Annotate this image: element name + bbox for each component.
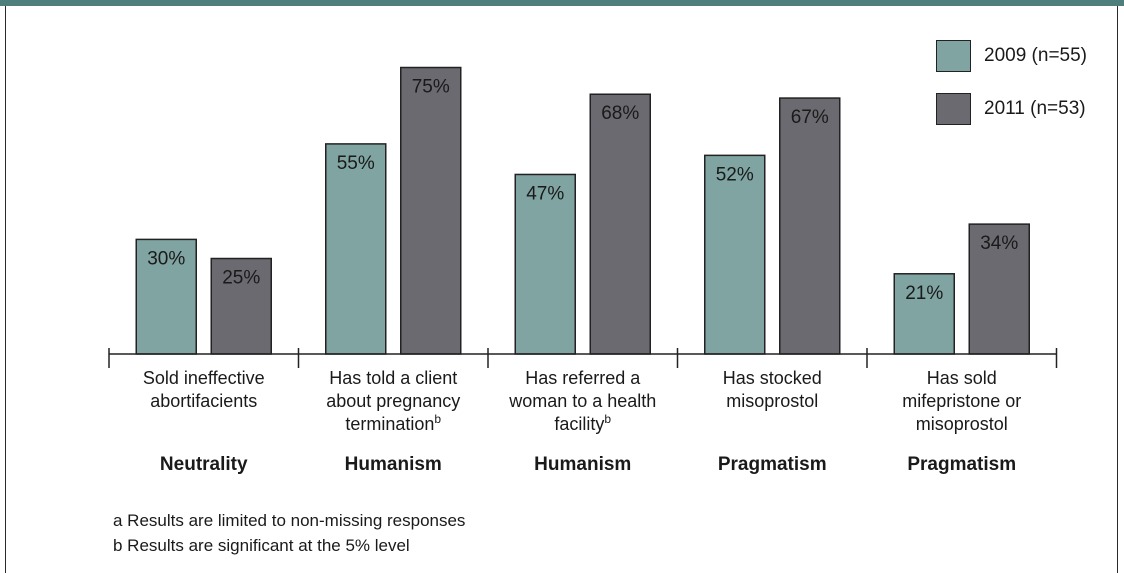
category-label-1-line-1: Sold ineffective [143,368,265,388]
bar-2011-cat-1 [210,257,272,355]
data-label-2009-cat-1: 30% [147,248,185,269]
bar-2009-cat-5 [893,273,955,355]
figure-frame [5,6,1118,573]
legend-label-2011: 2011 (n=53) [984,98,1086,119]
legend-swatch-2009 [936,40,971,72]
data-label-2011-cat-3: 68% [601,103,639,124]
bar-2011-cat-3 [589,93,651,355]
data-label-2011-cat-4: 67% [791,107,829,128]
category-label-2-line-3: terminationb [345,412,441,434]
group-label-3: Humanism [534,454,631,475]
category-label-2-line-2: about pregnancy [326,391,460,411]
category-label-3-line-1: Has referred a [525,368,641,388]
bar-2011-cat-5 [968,223,1030,355]
group-label-2: Humanism [345,454,442,475]
category-label-4-line-2: misoprostol [726,391,818,411]
data-label-2011-cat-5: 34% [980,233,1018,254]
category-label-4-line-1: Has stocked [723,368,822,388]
bar-2011-cat-4 [779,97,841,355]
data-label-2009-cat-5: 21% [905,283,943,304]
data-label-2009-cat-2: 55% [337,153,375,174]
category-label-5-line-2: mifepristone or [902,391,1021,411]
data-label-2009-cat-4: 52% [716,164,754,185]
data-label-2009-cat-3: 47% [526,183,564,204]
group-label-5: Pragmatism [907,454,1016,475]
group-label-1: Neutrality [160,454,248,475]
category-label-5-line-3: misoprostol [916,414,1008,434]
data-label-2011-cat-2: 75% [412,77,450,98]
category-label-5-line-1: Has sold [927,368,997,388]
group-label-4: Pragmatism [718,454,827,475]
legend-label-2009: 2009 (n=55) [984,45,1087,66]
footnote-b: b Results are significant at the 5% leve… [113,536,410,555]
footnote-a: a Results are limited to non-missing res… [113,511,466,530]
header-band [0,0,1124,6]
bar-2009-cat-2 [325,143,387,355]
category-label-3-line-2: woman to a health [508,391,656,411]
bar-2011-cat-2 [400,66,462,355]
category-label-3-line-3: facilityb [554,412,611,434]
footnotes: a Results are limited to non-missing res… [113,508,465,558]
category-label-1-line-2: abortifacients [150,391,257,411]
legend-swatch-2011 [936,93,971,125]
bar-2009-cat-4 [704,154,766,355]
category-label-2-line-1: Has told a client [329,368,457,388]
data-label-2011-cat-1: 25% [222,268,260,289]
